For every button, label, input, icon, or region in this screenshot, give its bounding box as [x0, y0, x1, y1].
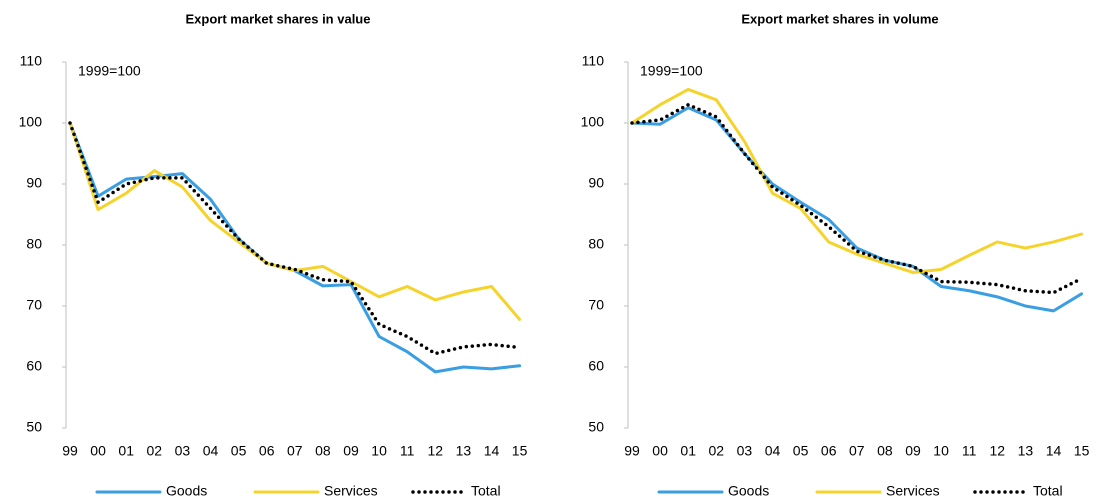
y-tick-label: 50: [588, 419, 604, 435]
x-tick-label: 08: [315, 443, 331, 459]
x-tick-label: 03: [175, 443, 191, 459]
y-tick-label: 70: [588, 297, 604, 313]
x-tick-label: 15: [512, 443, 528, 459]
x-tick-label: 05: [231, 443, 247, 459]
x-tick-label: 02: [709, 443, 725, 459]
legend-label: Services: [886, 483, 940, 499]
annotation: 1999=100: [78, 63, 141, 79]
series-line: [68, 121, 522, 321]
y-tick-label: 80: [588, 236, 604, 252]
annotation: 1999=100: [640, 63, 703, 79]
x-tick-label: 03: [737, 443, 753, 459]
x-tick-label: 05: [793, 443, 809, 459]
legend-label: Goods: [166, 483, 207, 499]
x-tick-label: 13: [1018, 443, 1034, 459]
y-tick-label: 50: [26, 419, 42, 435]
y-tick-label: 80: [26, 236, 42, 252]
x-tick-label: 00: [652, 443, 668, 459]
legend-label: Total: [471, 483, 501, 499]
series-line: [630, 87, 1084, 274]
x-tick-label: 11: [400, 443, 415, 459]
x-tick-label: 02: [147, 443, 163, 459]
y-tick-label: 60: [588, 358, 604, 374]
x-tick-label: 15: [1074, 443, 1090, 459]
x-tick-label: 07: [287, 443, 303, 459]
x-tick-label: 10: [933, 443, 949, 459]
y-tick-label: 110: [582, 53, 605, 69]
legend-label: Total: [1033, 483, 1063, 499]
y-tick-label: 100: [19, 114, 43, 130]
x-tick-label: 11: [962, 443, 977, 459]
y-tick-label: 100: [581, 114, 605, 130]
y-tick-label: 70: [26, 297, 42, 313]
x-tick-label: 99: [624, 443, 640, 459]
x-tick-label: 04: [203, 443, 219, 459]
y-tick-label: 60: [26, 358, 42, 374]
chart-title: Export market shares in volume: [741, 11, 938, 26]
x-tick-label: 12: [428, 443, 444, 459]
legend-label: Goods: [728, 483, 769, 499]
x-tick-label: 09: [343, 443, 359, 459]
x-tick-label: 06: [821, 443, 837, 459]
x-tick-label: 12: [990, 443, 1006, 459]
x-tick-label: 99: [62, 443, 78, 459]
x-tick-label: 14: [1046, 443, 1062, 459]
x-tick-label: 01: [680, 443, 696, 459]
x-tick-label: 07: [849, 443, 865, 459]
x-tick-label: 04: [765, 443, 781, 459]
series-line: [68, 121, 522, 356]
y-tick-label: 90: [26, 175, 42, 191]
x-tick-label: 08: [877, 443, 893, 459]
series-line: [68, 121, 522, 374]
x-tick-label: 06: [259, 443, 275, 459]
y-tick-label: 90: [588, 175, 604, 191]
series-line: [630, 102, 1084, 295]
chart-title: Export market shares in value: [186, 11, 371, 26]
x-tick-label: 09: [905, 443, 921, 459]
legend-label: Services: [324, 483, 378, 499]
x-tick-label: 00: [90, 443, 106, 459]
series-line: [630, 106, 1084, 313]
x-tick-label: 01: [118, 443, 134, 459]
x-tick-label: 14: [484, 443, 500, 459]
x-tick-label: 10: [371, 443, 387, 459]
y-tick-label: 110: [20, 53, 43, 69]
x-tick-label: 13: [456, 443, 472, 459]
